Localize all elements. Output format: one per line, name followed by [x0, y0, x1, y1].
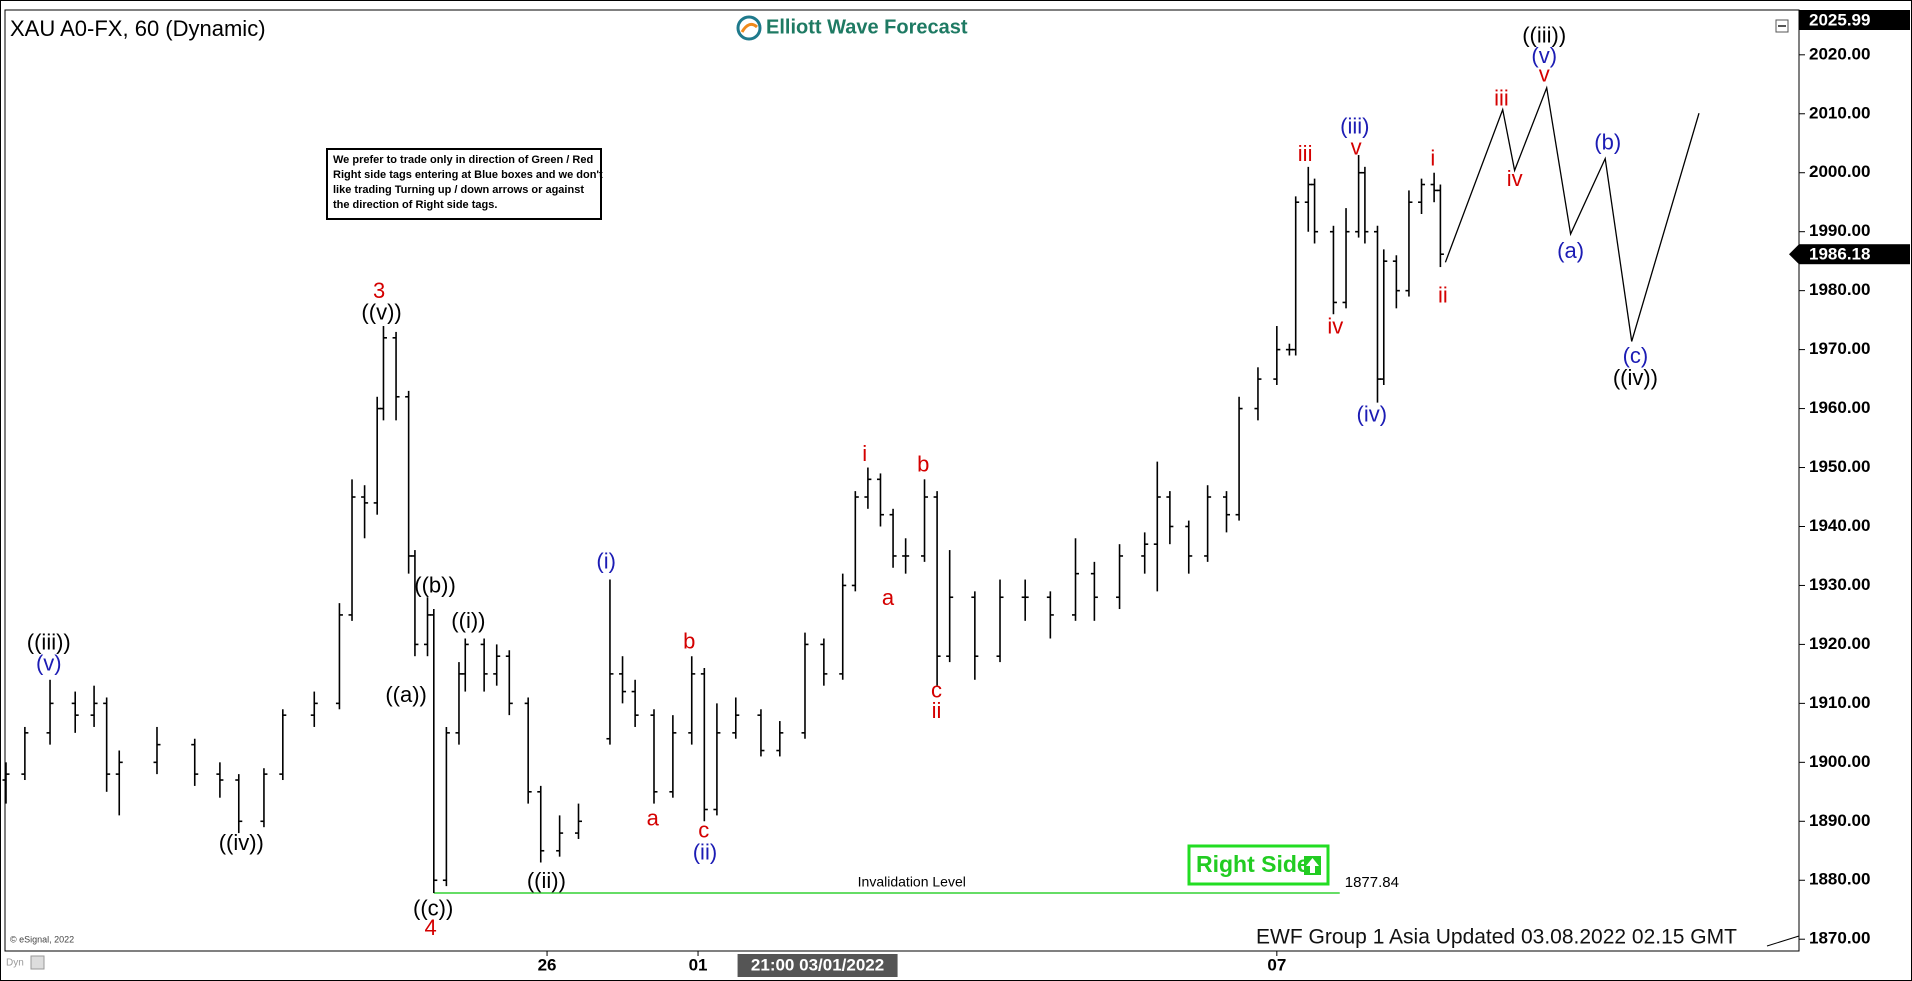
- note-line: the direction of Right side tags.: [333, 199, 497, 211]
- logo-icon-arc: [740, 22, 758, 33]
- y-tick-label: 2010.00: [1809, 103, 1870, 122]
- note-box: We prefer to trade only in direction of …: [326, 148, 603, 220]
- y-tick-label: 1990.00: [1809, 221, 1870, 240]
- wave-label: ((iv)): [219, 830, 264, 855]
- wave-label: i: [1430, 146, 1435, 171]
- wave-label: ((b)): [414, 572, 456, 597]
- price-tag: [1799, 10, 1910, 30]
- mode-label: Dyn: [6, 958, 24, 969]
- wave-label: i: [862, 441, 867, 466]
- wave-label: ii: [1438, 282, 1448, 307]
- y-tick-label: 1870.00: [1809, 929, 1870, 948]
- wave-label: b: [917, 452, 929, 477]
- wave-label: b: [683, 628, 695, 653]
- x-tick-label: 26: [538, 955, 557, 974]
- crosshair-x-box: [737, 954, 898, 977]
- note-line: Right side tags entering at Blue boxes a…: [333, 169, 603, 181]
- wave-label: iv: [1327, 314, 1343, 339]
- y-tick-label: 1920.00: [1809, 634, 1870, 653]
- copyright: © eSignal, 2022: [10, 934, 74, 944]
- y-tick-label: 2000.00: [1809, 162, 1870, 181]
- wave-label: (b): [1594, 130, 1621, 155]
- projection-path: [1444, 85, 1700, 342]
- y-tick-label: 2020.00: [1809, 44, 1870, 63]
- x-tick-label: 07: [1267, 955, 1286, 974]
- update-note: EWF Group 1 Asia Updated 03.08.2022 02.1…: [1256, 926, 1737, 949]
- wave-label: a: [647, 805, 660, 830]
- wave-label: iii: [1494, 85, 1509, 110]
- y-tick-label: 1880.00: [1809, 870, 1870, 889]
- y-tick-label: 1950.00: [1809, 457, 1870, 476]
- top-icon: [1775, 19, 1789, 33]
- note-line: We prefer to trade only in direction of …: [333, 154, 593, 166]
- invalidation-value: 1877.84: [1345, 874, 1399, 891]
- y-tick-label: 1970.00: [1809, 339, 1870, 358]
- axis-corner: [1766, 935, 1800, 947]
- wave-label: ((ii)): [527, 868, 566, 893]
- mode-icon: [30, 955, 45, 970]
- wave-label: v: [1539, 61, 1550, 86]
- y-tick-label: 1960.00: [1809, 398, 1870, 417]
- mode-badge: Dyn: [6, 955, 45, 970]
- wave-label: (ii): [693, 840, 717, 865]
- wave-label: 3: [373, 278, 385, 303]
- y-tick-label: 1930.00: [1809, 575, 1870, 594]
- wave-label: (c): [1623, 343, 1649, 368]
- logo: Elliott Wave Forecast: [736, 15, 968, 41]
- wave-label: (iv): [1357, 401, 1388, 426]
- wave-label: ((a)): [385, 682, 427, 707]
- wave-label: iii: [1298, 141, 1313, 166]
- wave-label: 4: [425, 915, 437, 940]
- wave-label: (v): [1531, 43, 1557, 68]
- note-line: like trading Turning up / down arrows or…: [333, 184, 584, 196]
- wave-label: ((i)): [451, 608, 485, 633]
- wave-label: ((iv)): [1613, 365, 1658, 390]
- y-tick-label: 1890.00: [1809, 811, 1870, 830]
- invalidation-label: Invalidation Level: [858, 874, 966, 890]
- wave-label: (a): [1557, 238, 1584, 263]
- wave-label: (v): [36, 650, 62, 675]
- crosshair-x-label: 21:00 03/01/2022: [751, 955, 884, 974]
- price-tag-label: 1986.18: [1809, 245, 1870, 264]
- wave-label: c: [698, 818, 709, 843]
- wave-label: ii: [932, 698, 942, 723]
- price-tag: [1799, 244, 1910, 265]
- y-tick-label: 1940.00: [1809, 516, 1870, 535]
- wave-label: (iii): [1340, 114, 1369, 139]
- wave-label: v: [1351, 134, 1362, 159]
- chart-title: XAU A0-FX, 60 (Dynamic): [10, 16, 266, 41]
- wave-label: ((iii)): [1522, 22, 1566, 47]
- logo-icon: [736, 15, 762, 41]
- button-arrow: [1306, 858, 1319, 873]
- wave-label: ((c)): [413, 896, 453, 921]
- price-tag-label: 2025.99: [1809, 10, 1870, 29]
- note-frame: [326, 148, 602, 220]
- wave-label: (i): [596, 548, 616, 573]
- price-tag-pointer: [1789, 244, 1799, 265]
- x-tick-label: 01: [689, 955, 708, 974]
- wave-label: ((iii)): [27, 630, 71, 655]
- right-side-button: Right Side: [1187, 844, 1330, 886]
- wave-label: iv: [1507, 166, 1523, 191]
- y-tick-label: 1980.00: [1809, 280, 1870, 299]
- y-tick-label: 1910.00: [1809, 693, 1870, 712]
- y-tick-label: 1900.00: [1809, 752, 1870, 771]
- wave-label: ((v)): [361, 299, 401, 324]
- button-label: Right Side: [1196, 851, 1310, 877]
- logo-text: Elliott Wave Forecast: [766, 16, 968, 38]
- wave-label: c: [931, 677, 942, 702]
- wave-label: a: [882, 585, 895, 610]
